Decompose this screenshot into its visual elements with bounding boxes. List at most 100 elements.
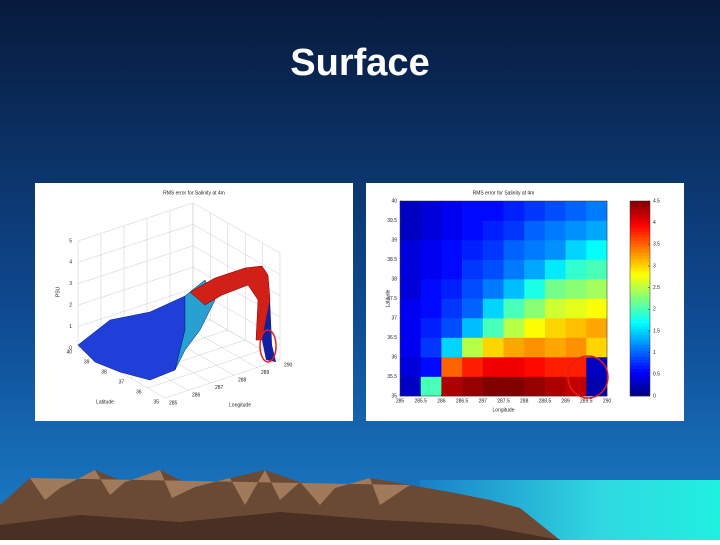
colorbar-step [630, 225, 650, 229]
colorbar-step [630, 356, 650, 360]
colorbar-step [630, 249, 650, 254]
heatmap-cell [482, 298, 504, 319]
colorbar-step [630, 280, 650, 284]
y-tick-label: 40 [66, 349, 72, 355]
z-axis-label: PSU [55, 286, 61, 297]
colorbar-step [630, 344, 650, 348]
heatmap-cell [524, 259, 546, 280]
colorbar-step [630, 222, 650, 226]
heatmap-cell [503, 220, 525, 241]
heatmap-cell [565, 259, 587, 280]
heatmap-cell [503, 337, 525, 358]
heatmap-cell [400, 259, 421, 280]
colorbar-step [630, 258, 650, 263]
x-axis-label: Longitude [493, 407, 515, 413]
y-tick-label: 38.5 [387, 257, 397, 263]
heatmap-cell [462, 201, 484, 221]
colorbar-step [630, 310, 650, 315]
colorbar-step [630, 295, 650, 299]
heatmap-cell [420, 298, 442, 319]
colorbar-step [630, 243, 650, 248]
y-tick-label: 40 [391, 198, 397, 204]
heatmap-cell [586, 298, 608, 319]
y-tick-label: 37 [119, 379, 125, 385]
heatmap-cell [565, 376, 587, 397]
colorbar-tick-label: 1.5 [653, 328, 660, 334]
x-tick-label: 290 [284, 362, 293, 368]
z-tick-label: 1 [69, 324, 72, 330]
y-axis-label: Latitude [385, 289, 391, 307]
heatmap-cell [544, 201, 566, 221]
colorbar-step [630, 368, 650, 372]
colorbar-step [630, 304, 650, 308]
colorbar-step [630, 210, 650, 214]
chart-title: RMS error for Salinity at 4m [163, 190, 225, 196]
x-axis-label: Longitude [229, 402, 251, 408]
colorbar-step [630, 328, 650, 333]
heatmap-cell [586, 279, 608, 299]
heatmap-cell [400, 376, 421, 397]
heatmap-cell [544, 318, 566, 338]
heatmap-cell [420, 201, 442, 221]
heatmap-cell [441, 337, 463, 358]
colorbar-step [630, 389, 650, 394]
y-tick-label: 36.5 [387, 335, 397, 341]
colorbar-step [630, 283, 650, 287]
x-tick-label: 288 [238, 378, 247, 384]
chart-title: RMS error for Salinity at 4m [473, 190, 535, 196]
heatmap-cell [524, 337, 546, 358]
colorbar-step [630, 228, 650, 232]
heatmap-cell [420, 279, 442, 299]
heatmap-cell [544, 376, 566, 397]
heatmap-cell [462, 298, 484, 319]
z-tick-label: 2 [69, 303, 72, 309]
heatmap-cell [503, 201, 525, 221]
heatmap-cell [441, 240, 463, 260]
heatmap-cell [462, 337, 484, 358]
colorbar-step [630, 261, 650, 266]
heatmap-cell [482, 259, 504, 280]
heatmap-cell [400, 337, 421, 358]
heatmap-cell [565, 201, 587, 221]
colorbar-step [630, 374, 650, 379]
z-tick-label: 5 [69, 238, 72, 244]
x-tick-label: 286 [437, 398, 446, 404]
y-tick-label: 37 [391, 315, 397, 321]
colorbar-tick-label: 0.5 [653, 372, 660, 378]
heatmap-cell [482, 240, 504, 260]
colorbar-step [630, 231, 650, 235]
colorbar-step [630, 201, 650, 205]
y-tick-label: 39.5 [387, 218, 397, 224]
heatmap-cell [482, 201, 504, 221]
colorbar-step [630, 207, 650, 211]
colorbar-step [630, 264, 650, 269]
heatmap-cell [586, 376, 608, 397]
colorbar-step [630, 237, 650, 241]
heatmap-cell [420, 259, 442, 280]
colorbar-step [630, 213, 650, 217]
colorbar-frame [629, 200, 651, 397]
slide-title: Surface [290, 42, 429, 84]
heatmap-cell [544, 298, 566, 319]
colorbar-step [630, 316, 650, 321]
colorbar-tick-label: 3 [653, 263, 656, 269]
y-axis-label: Latitude [96, 399, 114, 405]
colorbar-step [630, 338, 650, 342]
x-tick-label: 287 [215, 385, 224, 391]
colorbar-step [630, 380, 650, 385]
colorbar-step [630, 274, 650, 278]
heatmap-cell [586, 337, 608, 358]
heatmap-cell [482, 357, 504, 377]
x-tick-label: 285 [396, 398, 405, 404]
heatmap-cell [462, 220, 484, 241]
colorbar-step [630, 383, 650, 388]
heatmap-cell [482, 337, 504, 358]
heatmap-cell [565, 318, 587, 338]
colorbar-step [630, 292, 650, 296]
heatmap-cell [586, 201, 608, 221]
colorbar-step [630, 301, 650, 305]
colorbar-step [630, 268, 650, 272]
x-tick-label: 289.5 [580, 398, 593, 404]
y-tick-label: 39 [84, 359, 90, 365]
heatmap-cell [544, 357, 566, 377]
